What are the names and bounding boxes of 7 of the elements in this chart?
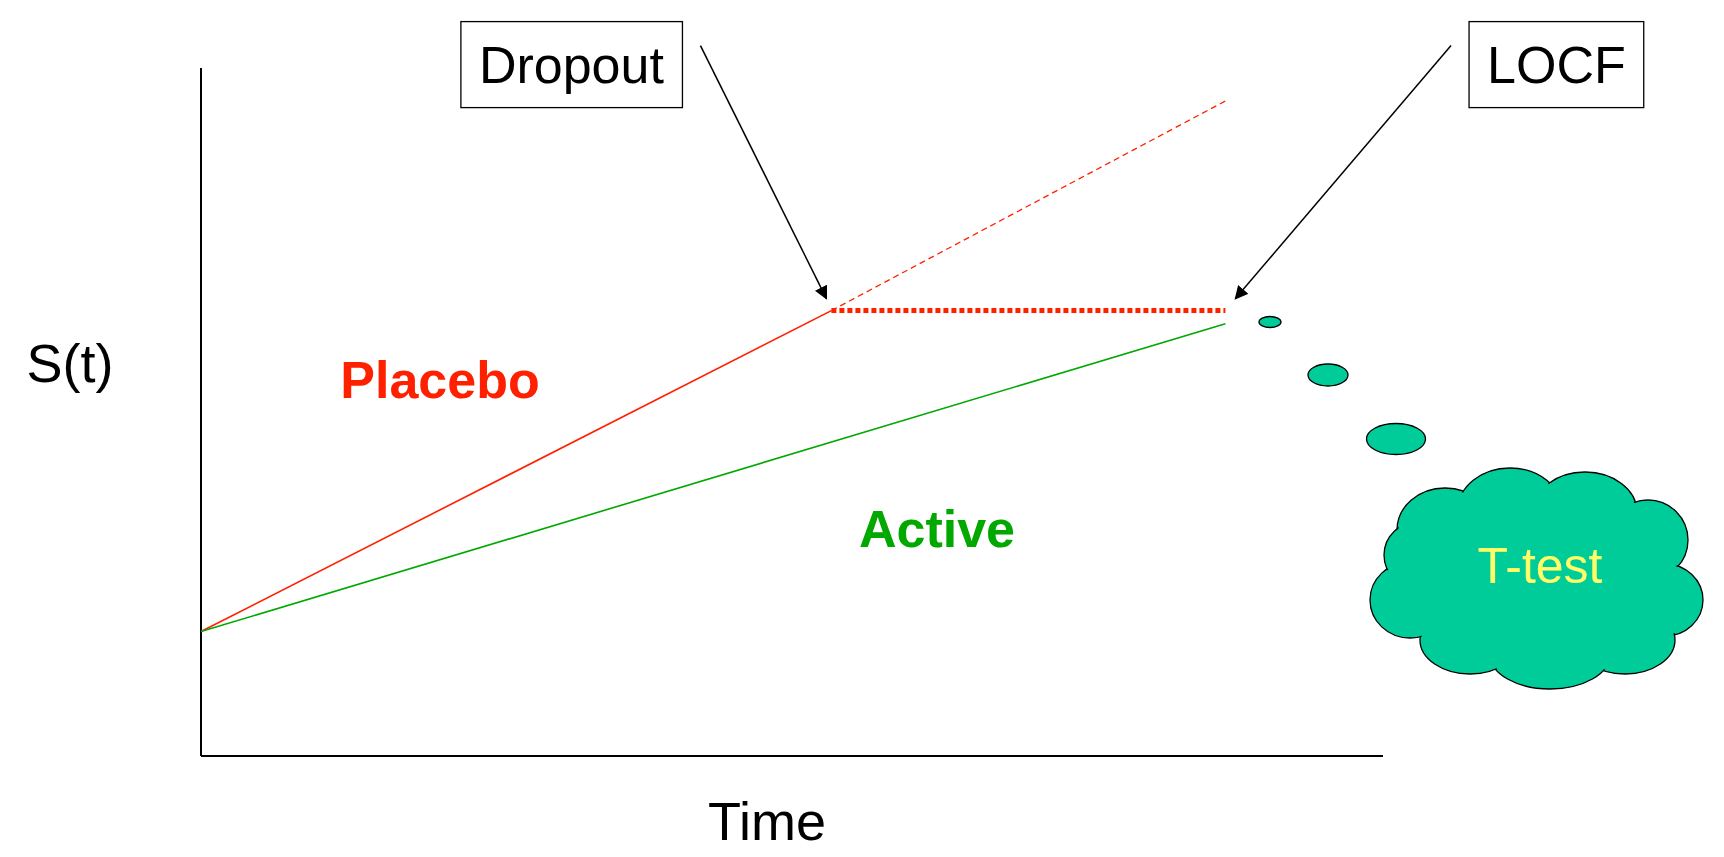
text: T-test — [1477, 538, 1603, 594]
series-label: Active — [858, 500, 1016, 558]
text: Dropout — [478, 35, 665, 94]
text: LOCF — [1487, 35, 1626, 94]
y-axis-title: S(t) — [26, 333, 114, 393]
x-axis-title: Time — [708, 791, 826, 851]
series-label: Placebo — [340, 351, 540, 409]
